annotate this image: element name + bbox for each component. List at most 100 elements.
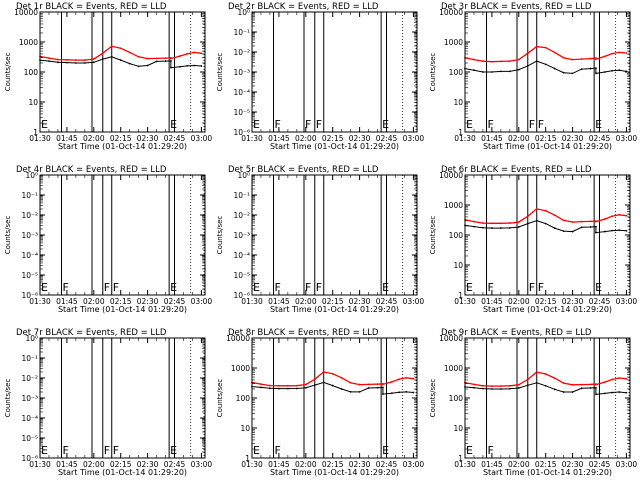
y-tick-label: 10⁻³ bbox=[233, 231, 250, 240]
chart-panel-4: Det 4r BLACK = Events, RED = LLD 10⁻⁶ 10⁻⁵… bbox=[4, 165, 212, 314]
data-point-lld bbox=[589, 57, 592, 60]
data-point-events bbox=[491, 388, 493, 390]
y-tick-label: 10⁻⁵ bbox=[233, 108, 250, 117]
x-tick-label: 01:30 bbox=[29, 460, 51, 469]
y-tick-label: 10⁻² bbox=[233, 211, 250, 220]
data-point-events bbox=[611, 391, 613, 394]
data-point-lld bbox=[186, 53, 188, 55]
y-tick-label: 100 bbox=[449, 68, 464, 77]
x-axis-label: Start Time (01-Oct-14 01:29:20) bbox=[58, 468, 187, 477]
data-point-events bbox=[571, 230, 574, 233]
data-point-lld bbox=[625, 214, 628, 217]
marker-label: F bbox=[275, 118, 281, 131]
data-point-events bbox=[269, 387, 271, 390]
marker-label: F bbox=[529, 281, 535, 294]
y-tick-label: 10000 bbox=[14, 8, 38, 17]
x-tick-label: 01:45 bbox=[268, 460, 290, 469]
y-axis-label: Counts/sec bbox=[216, 379, 224, 418]
y-tick-label: 10⁰ bbox=[237, 171, 250, 180]
data-point-lld bbox=[92, 58, 95, 60]
x-tick-label: 01:45 bbox=[56, 297, 78, 306]
x-tick-label: 02:45 bbox=[589, 297, 611, 306]
data-point-lld bbox=[517, 383, 520, 386]
data-point-events bbox=[580, 68, 583, 70]
data-point-lld bbox=[128, 51, 131, 54]
marker-label: F bbox=[113, 444, 119, 457]
chart-title: Det 5r BLACK = Events, RED = LLD bbox=[228, 165, 379, 175]
data-point-events bbox=[580, 226, 583, 229]
data-point-lld bbox=[562, 219, 565, 222]
data-point-lld bbox=[57, 58, 59, 61]
data-point-events bbox=[186, 64, 188, 67]
marker-label: E bbox=[466, 281, 473, 294]
marker-label: F bbox=[113, 281, 119, 294]
x-tick-label: 01:30 bbox=[454, 134, 476, 143]
x-tick-label: 02:30 bbox=[562, 134, 584, 143]
x-tick-label: 02:45 bbox=[164, 297, 186, 306]
data-point-lld bbox=[571, 221, 574, 223]
x-tick-label: 01:45 bbox=[268, 297, 290, 306]
data-point-lld bbox=[491, 385, 493, 387]
data-point-lld bbox=[508, 384, 511, 387]
y-tick-label: 1 bbox=[458, 291, 463, 300]
data-point-events bbox=[367, 387, 370, 389]
series-line-events bbox=[464, 60, 627, 74]
plot-frame bbox=[464, 11, 631, 133]
x-tick-label: 01:30 bbox=[241, 297, 263, 306]
data-point-events bbox=[137, 65, 140, 68]
marker-label: F bbox=[275, 444, 281, 457]
x-tick-label: 03:00 bbox=[191, 460, 213, 469]
data-point-lld bbox=[553, 51, 556, 54]
data-point-lld bbox=[110, 45, 113, 48]
data-point-lld bbox=[119, 47, 122, 50]
data-point-events bbox=[553, 67, 556, 70]
data-point-events bbox=[562, 71, 565, 74]
data-point-events bbox=[146, 64, 149, 67]
series-line-events bbox=[464, 220, 627, 234]
data-point-lld bbox=[544, 373, 547, 375]
data-point-lld bbox=[499, 385, 502, 387]
x-tick-label: 01:30 bbox=[241, 134, 263, 143]
y-axis-label: Counts/sec bbox=[4, 379, 12, 418]
data-point-events bbox=[580, 387, 583, 390]
data-point-events bbox=[313, 384, 316, 386]
x-axis-label: Start Time (01-Oct-14 01:29:20) bbox=[483, 468, 612, 477]
data-point-events bbox=[193, 64, 196, 67]
data-point-events bbox=[491, 227, 493, 229]
x-tick-label: 01:45 bbox=[56, 460, 78, 469]
data-point-events bbox=[405, 390, 408, 393]
data-point-lld bbox=[200, 52, 203, 55]
data-point-events bbox=[544, 222, 547, 225]
data-point-events bbox=[482, 71, 484, 73]
marker-label: E bbox=[595, 281, 602, 294]
data-point-lld bbox=[48, 57, 50, 60]
data-point-lld bbox=[193, 51, 196, 54]
data-point-events bbox=[508, 387, 511, 390]
data-point-lld bbox=[544, 46, 547, 49]
y-tick-label: 10⁻² bbox=[21, 374, 38, 383]
data-point-events bbox=[200, 65, 203, 67]
x-tick-label: 02:15 bbox=[535, 134, 557, 143]
data-point-events bbox=[625, 391, 628, 394]
data-point-lld bbox=[595, 220, 597, 223]
data-point-lld bbox=[580, 383, 583, 386]
data-point-lld bbox=[178, 55, 181, 57]
data-point-lld bbox=[544, 209, 547, 212]
data-point-events bbox=[595, 67, 597, 69]
data-point-lld bbox=[101, 52, 104, 55]
data-point-lld bbox=[603, 55, 606, 58]
data-point-events bbox=[553, 227, 556, 229]
y-tick-label: 10⁰ bbox=[237, 8, 250, 17]
y-tick-label: 100 bbox=[449, 394, 464, 403]
marker-label: F bbox=[488, 118, 494, 131]
marker-label: F bbox=[104, 281, 110, 294]
marker-label: E bbox=[595, 444, 602, 457]
data-point-events bbox=[595, 72, 597, 75]
data-point-lld bbox=[482, 222, 484, 224]
x-axis-label: Start Time (01-Oct-14 01:29:20) bbox=[270, 142, 399, 151]
data-point-lld bbox=[535, 45, 538, 48]
y-axis-label: Counts/sec bbox=[4, 53, 12, 92]
x-tick-label: 02:00 bbox=[295, 297, 317, 306]
series-line-events bbox=[251, 381, 414, 395]
